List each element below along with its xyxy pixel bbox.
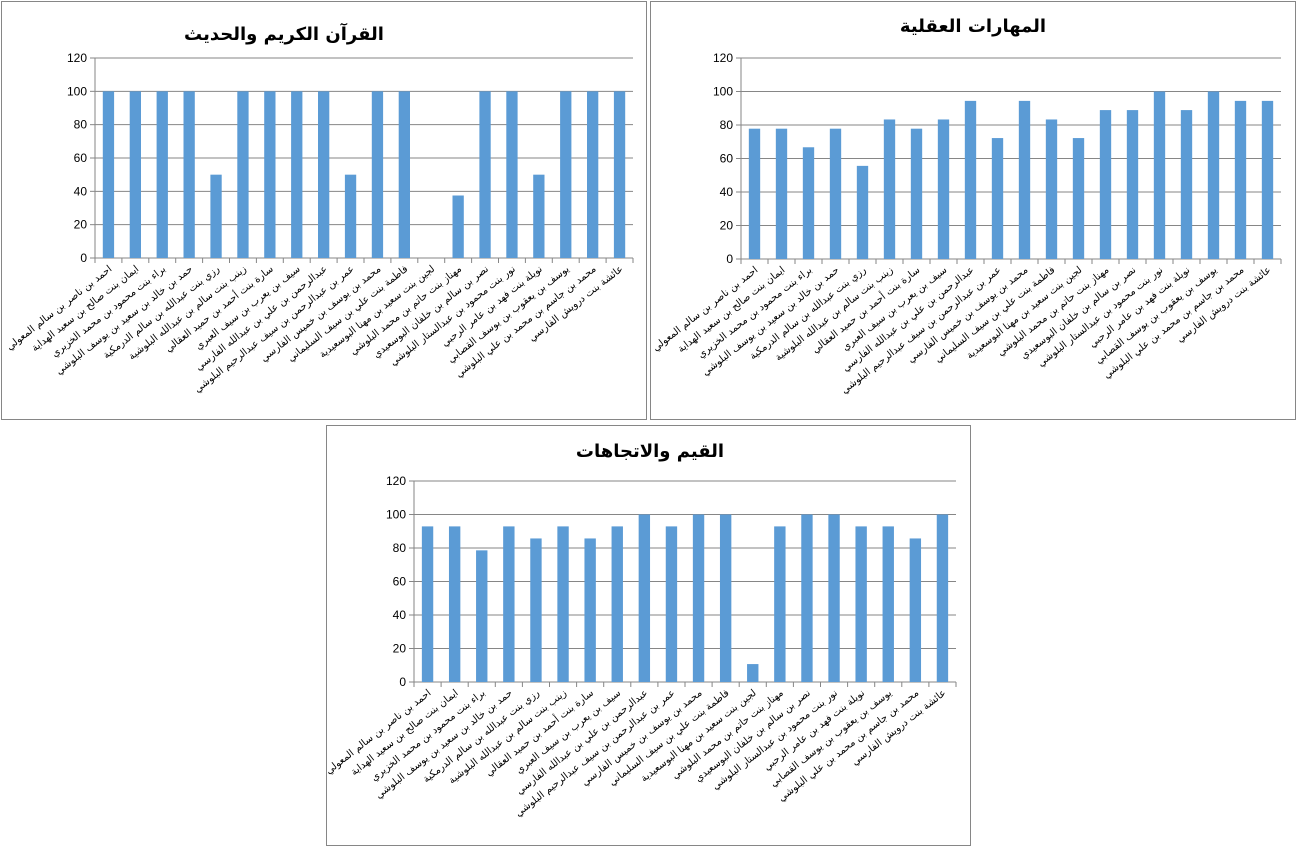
chart-panel-mental-skills: المهارات العقلية 0 20 40 60 80 100 120 احمد بن … xyxy=(650,1,1296,420)
bar xyxy=(1045,119,1058,259)
bar xyxy=(1099,110,1112,259)
bar xyxy=(747,664,759,682)
bar xyxy=(530,538,542,682)
bar xyxy=(991,138,1004,259)
bar xyxy=(855,526,867,682)
bar xyxy=(638,514,651,682)
y-tick-label: 20 xyxy=(393,642,407,656)
y-tick-label: 120 xyxy=(386,474,406,488)
bar xyxy=(719,514,732,682)
bar xyxy=(1234,100,1247,259)
bar xyxy=(775,128,788,259)
bar xyxy=(557,526,569,682)
bar xyxy=(802,147,815,259)
bar xyxy=(774,526,786,682)
bar xyxy=(611,526,623,682)
bar xyxy=(1153,91,1166,259)
bar xyxy=(476,550,488,682)
bar xyxy=(398,91,410,258)
y-tick-label: 0 xyxy=(80,251,87,265)
bar xyxy=(129,91,141,258)
y-tick-label: 40 xyxy=(720,185,734,199)
y-tick-label: 60 xyxy=(393,575,407,589)
chart-panel-values-attitudes: القيم والاتجاهات 0 20 40 60 80 100 120 احمد بن … xyxy=(326,425,971,846)
y-tick-label: 20 xyxy=(74,218,88,232)
bar xyxy=(883,119,896,259)
bar xyxy=(613,91,626,258)
bar xyxy=(560,91,572,258)
bar xyxy=(156,91,168,258)
bar xyxy=(937,119,950,259)
bar xyxy=(237,91,249,258)
bar xyxy=(856,165,869,259)
bar xyxy=(1018,100,1031,259)
y-tick-label: 80 xyxy=(74,118,88,132)
bar xyxy=(828,514,840,682)
y-tick-label: 0 xyxy=(399,675,406,689)
bar xyxy=(183,91,195,258)
chart-title: القيم والاتجاهات xyxy=(576,441,724,462)
chart-panel-quran-hadith: القرآن الكريم والحديث 0 20 40 60 80 100 120 احم… xyxy=(1,1,647,420)
bar xyxy=(503,526,515,682)
bar xyxy=(936,514,949,682)
y-tick-label: 40 xyxy=(74,184,88,198)
bar xyxy=(452,195,464,258)
y-tick-label: 80 xyxy=(720,118,734,132)
bar xyxy=(910,128,923,259)
bar xyxy=(587,91,599,258)
chart-title: القرآن الكريم والحديث xyxy=(184,22,384,45)
y-tick-label: 100 xyxy=(713,85,733,99)
y-tick-label: 60 xyxy=(74,151,88,165)
bar xyxy=(584,538,596,682)
bar xyxy=(1180,110,1193,259)
y-tick-label: 120 xyxy=(67,51,87,65)
chart-svg: القرآن الكريم والحديث 020406080100120احم… xyxy=(5,22,634,395)
bar xyxy=(829,128,842,259)
bar xyxy=(264,91,276,258)
bar xyxy=(1072,138,1085,259)
bar xyxy=(371,91,384,258)
bar xyxy=(210,174,222,258)
bar xyxy=(421,526,434,682)
bar xyxy=(506,91,518,258)
bar xyxy=(692,514,705,682)
bar xyxy=(102,91,115,258)
y-tick-label: 40 xyxy=(393,608,407,622)
bar xyxy=(291,91,303,258)
bar xyxy=(748,128,761,259)
y-tick-label: 60 xyxy=(720,152,734,166)
bar xyxy=(344,174,357,258)
bar xyxy=(882,526,894,682)
bar xyxy=(801,514,813,682)
bar xyxy=(1261,100,1274,259)
y-tick-label: 0 xyxy=(726,252,733,266)
bar xyxy=(1126,110,1139,259)
bar xyxy=(964,100,977,259)
bar xyxy=(533,174,545,258)
y-tick-label: 100 xyxy=(386,508,406,522)
y-tick-label: 100 xyxy=(67,84,87,98)
bar xyxy=(1207,91,1220,259)
bar xyxy=(318,91,330,258)
y-tick-label: 80 xyxy=(393,541,407,555)
bar xyxy=(448,526,461,682)
bar xyxy=(479,91,491,258)
bar xyxy=(909,538,922,682)
chart-title: المهارات العقلية xyxy=(900,16,1046,37)
y-tick-label: 120 xyxy=(713,51,733,65)
bar xyxy=(665,526,678,682)
y-tick-label: 20 xyxy=(720,219,734,233)
